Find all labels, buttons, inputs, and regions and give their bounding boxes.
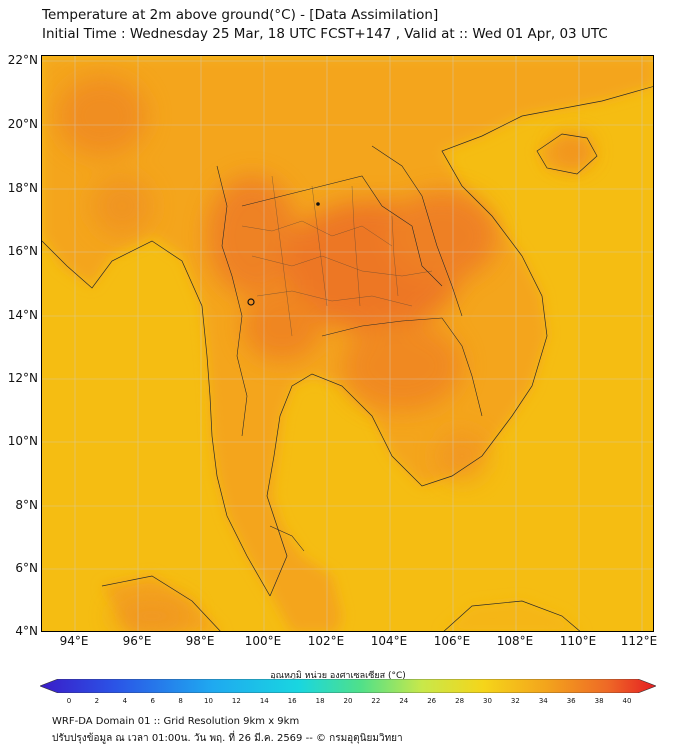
- colorbar: [40, 679, 656, 693]
- lon-label-94e: 94°E: [59, 634, 89, 648]
- border-laos-vietnam: [371, 145, 463, 317]
- colorbar-tick-label: 4: [122, 697, 128, 705]
- colorbar-tick-label: 18: [315, 697, 325, 705]
- coast-myanmar: [42, 240, 271, 597]
- lat-label-18n: 18°N: [7, 181, 38, 195]
- warm-zone-myanmar-north: [57, 76, 147, 156]
- colorbar-tick-label: 30: [483, 697, 492, 705]
- lon-label-96e: 96°E: [122, 634, 152, 648]
- colorbar-tick-label: 2: [94, 697, 100, 705]
- border-cambodia-vietnam: [441, 317, 483, 417]
- colorbar-tick-label: 36: [566, 697, 576, 705]
- colorbar-tick-label: 0: [66, 697, 72, 705]
- coastlines: [42, 86, 653, 631]
- lon-label-110e: 110°E: [559, 634, 597, 648]
- lat-label-14n: 14°N: [7, 308, 38, 322]
- lat-label-22n: 22°N: [7, 53, 38, 67]
- border-thailand-malaysia: [269, 525, 305, 552]
- colorbar-tick-label: 8: [178, 697, 183, 705]
- border-myanmar-thailand: [216, 165, 248, 437]
- warm-zone-central-thailand: [242, 291, 322, 361]
- temperature-map: [41, 55, 654, 632]
- colorbar-tick-label: 32: [510, 697, 520, 705]
- colorbar-tick-label: 14: [259, 697, 269, 705]
- land-borneo: [444, 601, 580, 631]
- warm-zone-northern-thailand: [207, 176, 297, 296]
- lon-label-102e: 102°E: [307, 634, 345, 648]
- colorbar-tick-label: 16: [287, 697, 297, 705]
- coast-gulf-of-thailand: [266, 86, 653, 597]
- colorbar-body: [40, 679, 656, 693]
- colorbar-tick-label: 24: [399, 697, 409, 705]
- colorbar-tick-label: 38: [594, 697, 604, 705]
- land-myanmar-thailand-indochina: [42, 56, 653, 631]
- lat-label-10n: 10°N: [7, 434, 38, 448]
- colorbar-tick-label: 26: [427, 697, 437, 705]
- footer-line-1: WRF-DA Domain 01 :: Grid Resolution 9km …: [52, 716, 300, 727]
- coast-sumatra: [101, 575, 221, 631]
- colorbar-tick-label: 22: [371, 697, 381, 705]
- lat-label-16n: 16°N: [7, 244, 38, 258]
- lat-label-4n: 4°N: [15, 624, 38, 638]
- title-line-2: Initial Time : Wednesday 25 Mar, 18 UTC …: [42, 26, 608, 42]
- lat-label-20n: 20°N: [7, 117, 38, 131]
- lon-label-104e: 104°E: [370, 634, 408, 648]
- lon-label-108e: 108°E: [496, 634, 534, 648]
- title-line-1: Temperature at 2m above ground(°C) - [Da…: [42, 7, 439, 23]
- lon-label-100e: 100°E: [244, 634, 282, 648]
- colorbar-tick-label: 20: [343, 697, 353, 705]
- warm-zone-myanmar-west: [92, 176, 152, 236]
- colorbar-tick-label: 10: [204, 697, 213, 705]
- lat-label-12n: 12°N: [7, 371, 38, 385]
- coast-borneo: [443, 600, 581, 631]
- colorbar-title: อุณหภูมิ หน่วย องศาเซลเซียส (°C): [270, 671, 406, 681]
- warm-zone-hainan: [554, 137, 590, 165]
- border-thailand-laos: [241, 175, 443, 287]
- warm-zone-sumatra: [112, 596, 192, 631]
- lon-label-112e: 112°E: [620, 634, 658, 648]
- graticule: [42, 56, 653, 631]
- warm-zone-cambodia: [342, 321, 462, 411]
- province-borders: [241, 175, 433, 337]
- vientiane-marker: [316, 202, 320, 206]
- lon-label-106e: 106°E: [433, 634, 471, 648]
- footer-line-2: ปรับปรุงข้อมูล ณ เวลา 01:00น. วัน พฤ. ที…: [52, 733, 403, 744]
- lat-label-6n: 6°N: [15, 561, 38, 575]
- colorbar-tick-label: 12: [231, 697, 241, 705]
- warm-zone-vietnam-south: [437, 431, 487, 481]
- colorbar-tick-label: 28: [455, 697, 465, 705]
- bangkok-marker: [247, 298, 255, 306]
- border-thailand-cambodia: [321, 317, 443, 337]
- colorbar-tick-label: 6: [150, 697, 155, 705]
- lat-label-8n: 8°N: [15, 498, 38, 512]
- coast-hainan: [536, 133, 598, 175]
- warm-zone-laos: [387, 191, 497, 281]
- country-borders: [216, 145, 483, 552]
- colorbar-tick-label: 40: [622, 697, 632, 705]
- lon-label-98e: 98°E: [185, 634, 215, 648]
- colorbar-tick-label: 34: [538, 697, 548, 705]
